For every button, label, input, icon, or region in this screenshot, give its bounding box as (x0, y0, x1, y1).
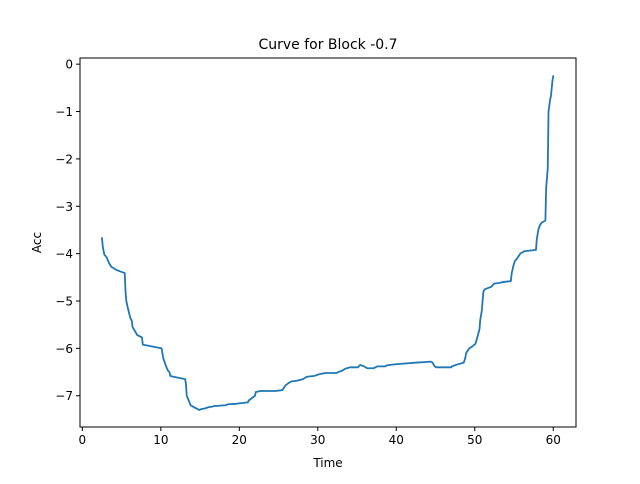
y-tick-label: −4 (55, 247, 73, 261)
y-tick-label: −5 (55, 295, 73, 309)
x-tick-label: 50 (467, 433, 482, 447)
chart-title: Curve for Block -0.7 (258, 37, 397, 53)
y-axis-label: Acc (30, 232, 44, 253)
data-layer (101, 75, 555, 411)
x-tick-label: 10 (153, 433, 168, 447)
y-tick-label: −7 (55, 389, 73, 403)
y-axis-ticks: 0 −1 −2 −3 −4 −5 −6 −7 (55, 58, 80, 403)
plot-frame (79, 57, 577, 428)
y-tick-label: −1 (55, 105, 73, 119)
x-tick-label: 60 (546, 433, 561, 447)
series-line-0 (101, 75, 555, 411)
y-tick-label: −6 (55, 342, 73, 356)
y-tick-label: −2 (55, 152, 73, 166)
x-tick-label: 40 (389, 433, 404, 447)
x-tick-label: 20 (232, 433, 247, 447)
x-tick-label: 0 (79, 433, 87, 447)
y-tick-label: −3 (55, 200, 73, 214)
x-axis-ticks: 0 10 20 30 40 50 60 (79, 427, 561, 447)
y-tick-label: 0 (65, 58, 73, 72)
x-tick-label: 30 (310, 433, 325, 447)
x-axis-label: Time (312, 456, 342, 470)
